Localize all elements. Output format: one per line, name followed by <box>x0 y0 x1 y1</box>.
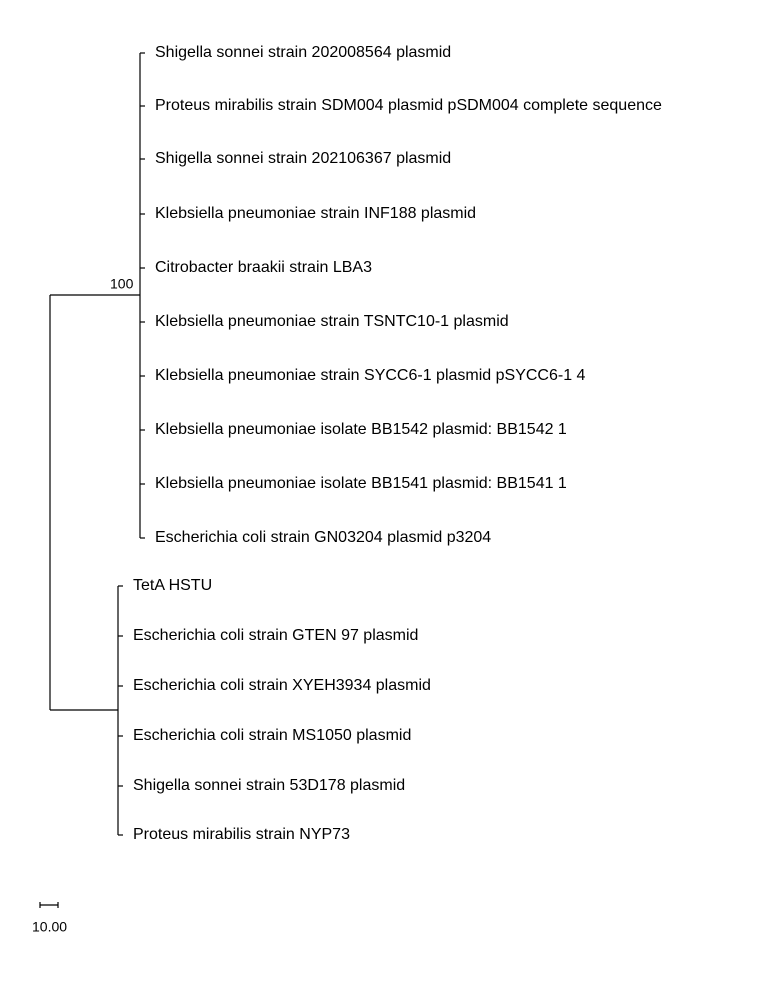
taxon-label: Shigella sonnei strain 202008564 plasmid <box>155 44 451 61</box>
support-label: 100 <box>110 276 134 292</box>
taxon-label: TetA HSTU <box>133 577 212 594</box>
taxon-label: Escherichia coli strain GTEN 97 plasmid <box>133 627 418 644</box>
taxon-label: Citrobacter braakii strain LBA3 <box>155 259 372 276</box>
taxon-label: Klebsiella pneumoniae isolate BB1542 pla… <box>155 421 567 438</box>
taxon-label: Shigella sonnei strain 202106367 plasmid <box>155 150 451 167</box>
taxon-label: Klebsiella pneumoniae isolate BB1541 pla… <box>155 475 567 492</box>
taxon-label: Proteus mirabilis strain NYP73 <box>133 826 350 843</box>
taxon-label: Proteus mirabilis strain SDM004 plasmid … <box>155 97 662 114</box>
taxon-label: Shigella sonnei strain 53D178 plasmid <box>133 777 405 794</box>
taxon-label: Klebsiella pneumoniae strain INF188 plas… <box>155 205 476 222</box>
taxon-label: Escherichia coli strain XYEH3934 plasmid <box>133 677 431 694</box>
taxon-label: Klebsiella pneumoniae strain SYCC6-1 pla… <box>155 367 586 384</box>
scale-bar-label: 10.00 <box>32 919 67 935</box>
taxon-label: Escherichia coli strain MS1050 plasmid <box>133 727 411 744</box>
taxon-label: Escherichia coli strain GN03204 plasmid … <box>155 529 491 546</box>
taxon-label: Klebsiella pneumoniae strain TSNTC10-1 p… <box>155 313 509 330</box>
